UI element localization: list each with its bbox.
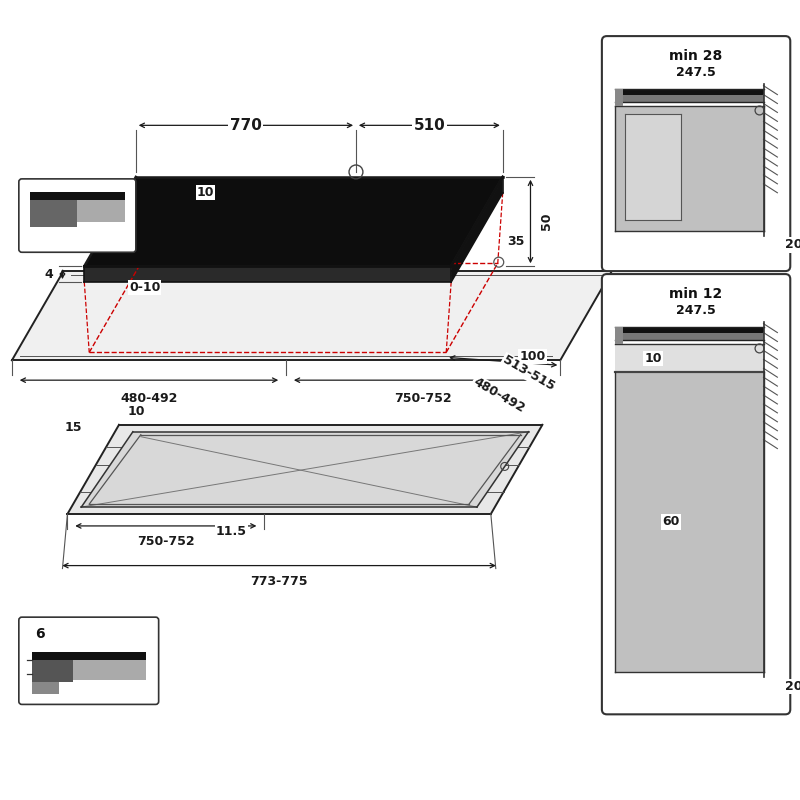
Text: 770: 770 <box>230 118 262 133</box>
Text: 50: 50 <box>540 213 553 230</box>
Polygon shape <box>67 425 542 514</box>
Text: 247.5: 247.5 <box>676 66 716 79</box>
Text: 480-492: 480-492 <box>120 391 178 405</box>
Text: min 28: min 28 <box>670 49 722 63</box>
Polygon shape <box>32 652 146 660</box>
Polygon shape <box>614 94 763 102</box>
Text: 60: 60 <box>662 515 680 529</box>
Text: 480-492: 480-492 <box>470 375 527 415</box>
Text: 750-752: 750-752 <box>137 535 194 548</box>
Polygon shape <box>614 326 763 333</box>
Text: 10: 10 <box>645 352 662 365</box>
Polygon shape <box>614 89 763 94</box>
Polygon shape <box>30 200 78 227</box>
Text: min 12: min 12 <box>670 287 722 301</box>
Text: 750-752: 750-752 <box>394 391 452 405</box>
Polygon shape <box>78 200 125 222</box>
Polygon shape <box>625 114 682 219</box>
Text: 35: 35 <box>507 235 524 248</box>
Text: 513-515: 513-515 <box>500 354 557 394</box>
Polygon shape <box>614 333 763 339</box>
Text: 247.5: 247.5 <box>676 304 716 318</box>
Polygon shape <box>614 89 622 106</box>
Text: 6: 6 <box>35 627 45 641</box>
Text: 20: 20 <box>785 238 800 251</box>
Text: 510: 510 <box>414 118 446 133</box>
Text: 10: 10 <box>127 406 145 418</box>
Polygon shape <box>451 177 502 282</box>
Polygon shape <box>12 271 612 360</box>
Polygon shape <box>84 266 451 282</box>
Text: 4: 4 <box>44 267 53 281</box>
Text: 0-10: 0-10 <box>129 282 161 294</box>
Polygon shape <box>84 177 502 266</box>
FancyBboxPatch shape <box>19 179 136 252</box>
Text: 20: 20 <box>785 680 800 693</box>
Polygon shape <box>32 660 74 682</box>
Polygon shape <box>30 192 125 200</box>
Text: 100: 100 <box>519 350 546 363</box>
Polygon shape <box>74 660 146 680</box>
FancyBboxPatch shape <box>19 617 158 705</box>
Polygon shape <box>614 326 622 345</box>
Polygon shape <box>614 372 763 672</box>
Polygon shape <box>32 682 59 694</box>
Polygon shape <box>614 345 763 372</box>
FancyBboxPatch shape <box>602 274 790 714</box>
Text: 773-775: 773-775 <box>250 575 308 588</box>
Polygon shape <box>82 432 529 507</box>
FancyBboxPatch shape <box>602 36 790 271</box>
Text: 15: 15 <box>65 422 82 434</box>
Text: 11.5: 11.5 <box>215 526 246 538</box>
Polygon shape <box>614 106 763 231</box>
Text: 10: 10 <box>197 186 214 199</box>
